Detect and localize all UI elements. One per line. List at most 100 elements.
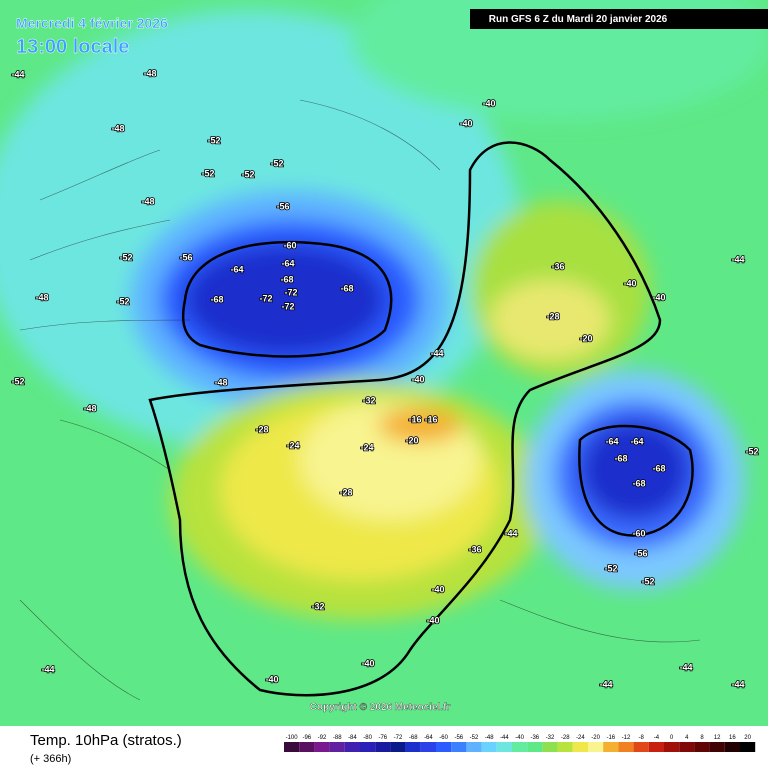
scale-swatch xyxy=(299,742,315,752)
contour-label: -44 xyxy=(731,679,744,689)
contour-label: -48 xyxy=(141,196,154,206)
scale-label: -68 xyxy=(409,735,418,741)
contour-label: -60 xyxy=(283,240,296,250)
contour-label: -44 xyxy=(599,679,612,689)
contour-label: -64 xyxy=(281,258,294,268)
scale-label: -100 xyxy=(286,735,299,741)
scale-label: -88 xyxy=(333,735,342,741)
contour-label: -72 xyxy=(281,301,294,311)
contour-label: -24 xyxy=(286,440,299,450)
contour-label: -32 xyxy=(311,601,324,611)
scale-swatch xyxy=(481,742,497,752)
contour-label: -40 xyxy=(361,658,374,668)
scale-swatch xyxy=(694,742,710,752)
scale-swatch xyxy=(648,742,664,752)
scale-label: 12 xyxy=(714,735,721,741)
scale-label: -80 xyxy=(363,735,372,741)
scale-swatch xyxy=(679,742,695,752)
contour-label: -52 xyxy=(745,446,758,456)
map-background xyxy=(0,0,768,726)
scale-label: -44 xyxy=(500,735,509,741)
scale-swatch xyxy=(588,742,604,752)
scale-swatch xyxy=(557,742,573,752)
contour-label: -36 xyxy=(468,544,481,554)
scale-label: -56 xyxy=(454,735,463,741)
color-scale: -100 -96 -92 -88 -84 -80 -76 -72 -68 -64 -60 -56 -52… xyxy=(284,735,756,752)
contour-label: -52 xyxy=(201,168,214,178)
scale-swatch xyxy=(436,742,452,752)
scale-swatch xyxy=(360,742,376,752)
field-title: Temp. 10hPa (stratos.) xyxy=(30,732,182,749)
scale-swatch xyxy=(496,742,512,752)
scale-label: -16 xyxy=(606,735,615,741)
scale-swatch xyxy=(527,742,543,752)
scale-label: -76 xyxy=(378,735,387,741)
scale-label: -36 xyxy=(530,735,539,741)
contour-label: -52 xyxy=(116,296,129,306)
scale-swatch xyxy=(664,742,680,752)
scale-label: -48 xyxy=(485,735,494,741)
lead-time: (+ 366h) xyxy=(30,753,71,765)
contour-label: -68 xyxy=(632,478,645,488)
scale-swatch xyxy=(603,742,619,752)
contour-label: -64 xyxy=(630,436,643,446)
scale-label: 0 xyxy=(670,735,674,741)
scale-label: -52 xyxy=(470,735,479,741)
run-info: Run GFS 6 Z du Mardi 20 janvier 2026 xyxy=(489,14,668,25)
scale-swatch xyxy=(466,742,482,752)
contour-label: -40 xyxy=(411,374,424,384)
scale-label: 4 xyxy=(685,735,689,741)
contour-label: -36 xyxy=(551,261,564,271)
contour-label: -32 xyxy=(362,395,375,405)
contour-label: -64 xyxy=(605,436,618,446)
contour-label: -52 xyxy=(207,135,220,145)
local-time: 13:00 locale xyxy=(16,36,129,58)
contour-label: -64 xyxy=(230,264,243,274)
contour-label: -16 xyxy=(408,414,421,424)
contour-label: -44 xyxy=(679,662,692,672)
contour-label: -16 xyxy=(424,414,437,424)
scale-label: -96 xyxy=(302,735,311,741)
scale-swatch xyxy=(633,742,649,752)
scale-label: -4 xyxy=(654,735,660,741)
valid-date: Mercredi 4 février 2026 xyxy=(16,15,168,31)
scale-swatch xyxy=(512,742,528,752)
contour-label: -68 xyxy=(340,283,353,293)
scale-label: -8 xyxy=(639,735,645,741)
contour-label: -48 xyxy=(35,292,48,302)
scale-label: -60 xyxy=(439,735,448,741)
scale-swatch xyxy=(329,742,345,752)
contour-label: -40 xyxy=(431,584,444,594)
run-banner xyxy=(470,9,768,29)
copyright: Copyright © 2026 Meteociel.fr xyxy=(310,702,451,713)
scale-swatch xyxy=(344,742,360,752)
contour-label: -44 xyxy=(41,664,54,674)
contour-label: -56 xyxy=(634,548,647,558)
contour-label: -48 xyxy=(143,68,156,78)
contour-label: -40 xyxy=(265,674,278,684)
scale-swatch xyxy=(740,742,756,752)
contour-label: -40 xyxy=(482,98,495,108)
contour-label: -60 xyxy=(632,528,645,538)
contour-label: -40 xyxy=(426,615,439,625)
scale-label: -92 xyxy=(318,735,327,741)
scale-label: -12 xyxy=(622,735,631,741)
contour-label: -68 xyxy=(614,453,627,463)
scale-swatch xyxy=(405,742,421,752)
scale-swatch xyxy=(314,742,330,752)
contour-label: -68 xyxy=(652,463,665,473)
contour-label: -68 xyxy=(210,294,223,304)
scale-swatch xyxy=(709,742,725,752)
contour-label: -72 xyxy=(284,287,297,297)
contour-label: -44 xyxy=(11,69,24,79)
scale-swatch xyxy=(390,742,406,752)
contour-label: -56 xyxy=(179,252,192,262)
contour-label: -40 xyxy=(652,292,665,302)
scale-label: -24 xyxy=(576,735,585,741)
contour-label: -52 xyxy=(119,252,132,262)
contour-label: -48 xyxy=(214,377,227,387)
scale-label: -64 xyxy=(424,735,433,741)
contour-label: -28 xyxy=(546,311,559,321)
scale-label: -32 xyxy=(546,735,555,741)
